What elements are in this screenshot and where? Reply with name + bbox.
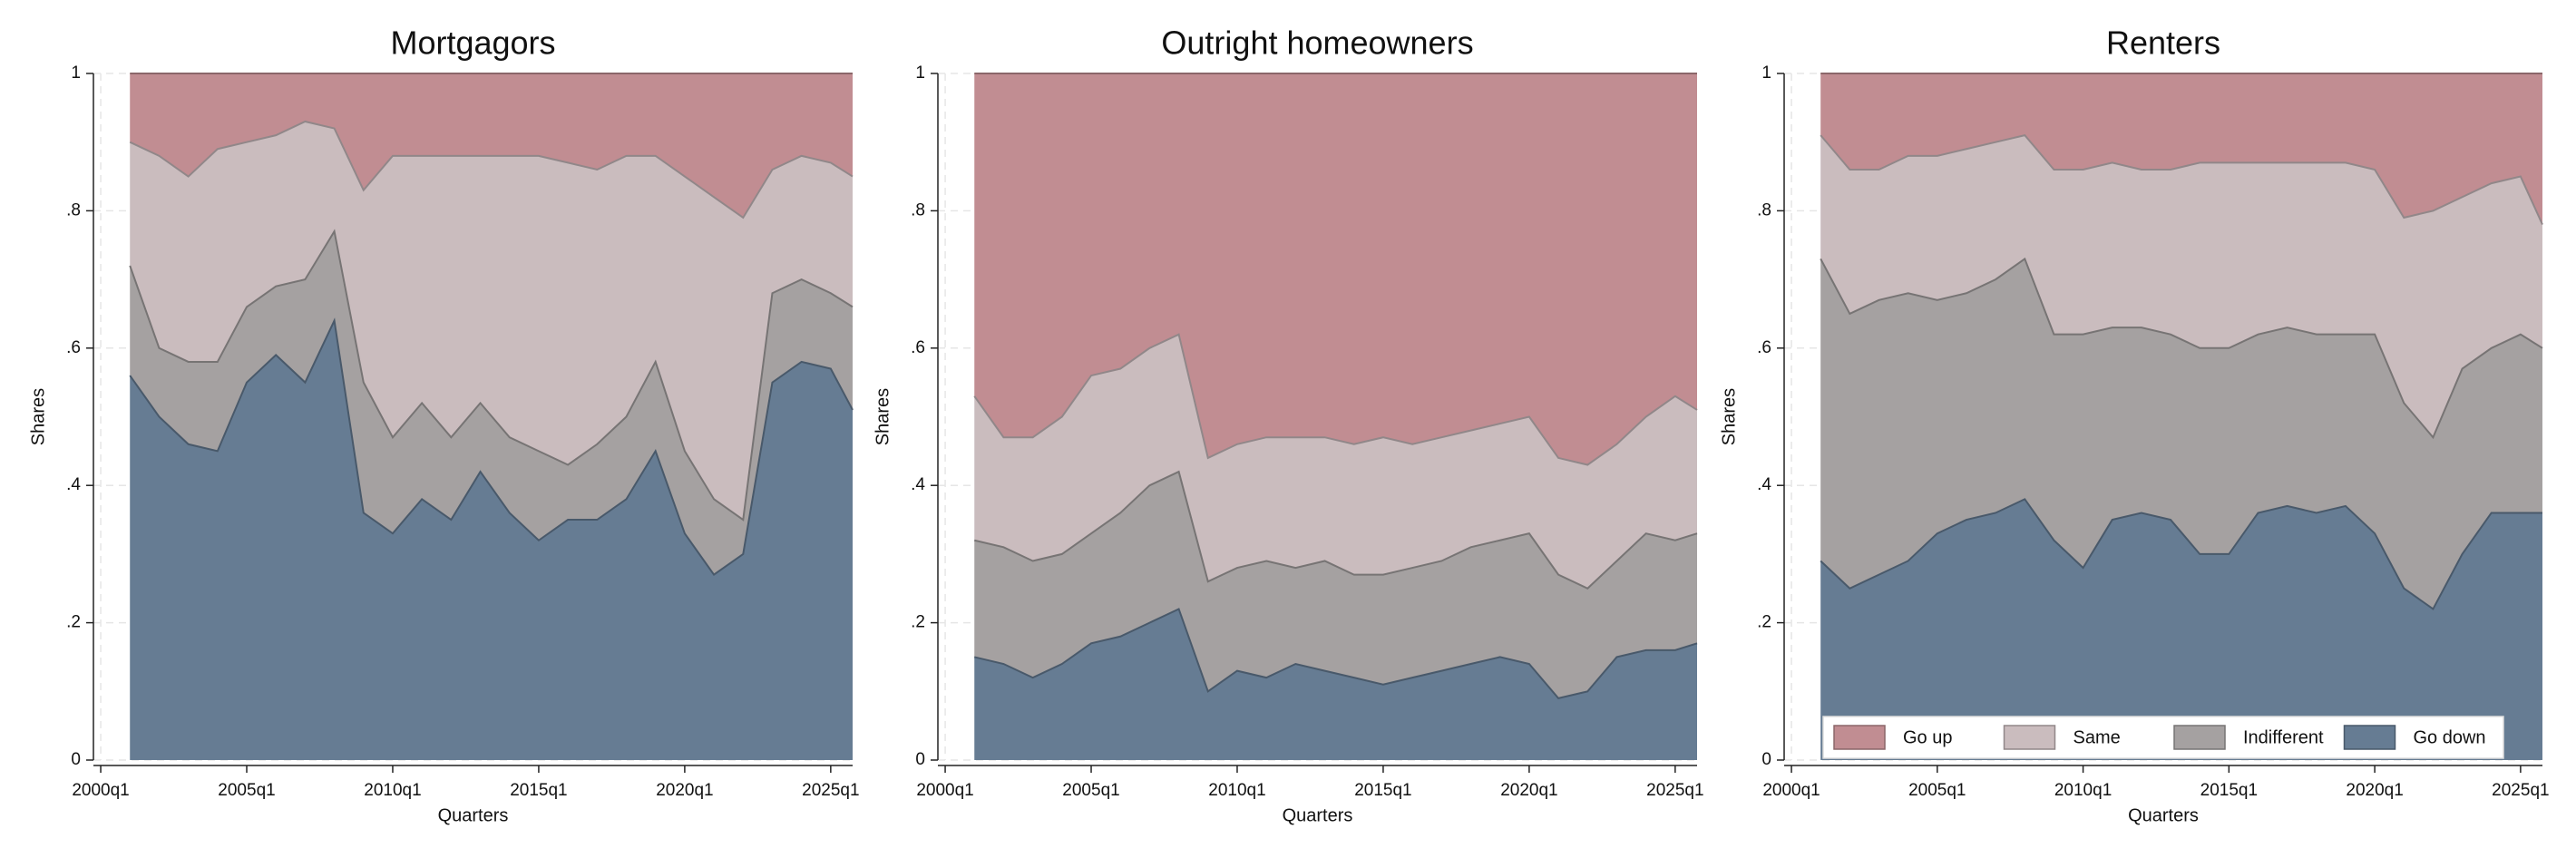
y-axis-title: Shares	[28, 388, 48, 445]
x-tick-label: 2005q1	[1062, 781, 1119, 800]
legend: Go up Same Indifferent Go down	[1822, 716, 2504, 759]
chart-title: Renters	[2106, 24, 2220, 62]
y-tick-label: .4	[1757, 475, 1771, 494]
panel: 0 .2 .4 .6 .8 1 2000q1 2005q1 2010q1 2015q1 2020q1…	[1719, 24, 2549, 826]
y-tick-label: 1	[1761, 63, 1771, 83]
x-tick-label: 2020q1	[2346, 781, 2403, 800]
chart-title: Outright homeowners	[1161, 24, 1473, 62]
area-edge	[129, 229, 854, 522]
y-tick-label: .6	[1757, 338, 1771, 357]
y-tick-label: .2	[911, 613, 925, 632]
legend-label: Same	[2073, 727, 2121, 747]
legend-label: Go down	[2414, 727, 2486, 747]
area	[1820, 258, 2542, 609]
y-tick-label: 0	[1761, 750, 1771, 769]
x-tick-label: 2000q1	[72, 781, 129, 800]
y-tick-label: .8	[66, 200, 81, 219]
area	[974, 73, 1697, 465]
x-tick-label: 2025q1	[802, 781, 859, 800]
x-tick-label: 2010q1	[364, 781, 421, 800]
area	[130, 121, 854, 521]
legend-swatch	[2003, 725, 2056, 750]
area-edge	[974, 470, 1698, 590]
x-tick-label: 2015q1	[2200, 781, 2258, 800]
x-tick-label: 2020q1	[1500, 781, 1557, 800]
y-tick-label: .8	[1757, 200, 1771, 219]
area	[974, 472, 1697, 698]
y-tick-label: .2	[1757, 613, 1771, 632]
y-tick-label: 0	[71, 750, 81, 769]
legend-swatch	[1833, 725, 1886, 750]
legend-label: Indifferent	[2243, 727, 2324, 747]
x-tick-label: 2025q1	[2492, 781, 2549, 800]
y-tick-label: 1	[71, 63, 81, 83]
legend-label: Go up	[1903, 727, 1952, 747]
y-axis-title: Shares	[873, 388, 893, 445]
area-edge	[129, 120, 854, 219]
panel: 0 .2 .4 .6 .8 1 2000q1 2005q1 2010q1 2015q1 2020q1…	[873, 24, 1703, 826]
x-tick-label: 2000q1	[916, 781, 973, 800]
area	[1820, 135, 2542, 438]
x-tick-label: 2015q1	[510, 781, 567, 800]
x-axis-title: Quarters	[1283, 805, 1353, 825]
x-axis-title: Quarters	[438, 805, 509, 825]
y-tick-label: 0	[915, 750, 925, 769]
x-tick-label: 2015q1	[1354, 781, 1411, 800]
area	[974, 609, 1697, 760]
x-tick-label: 2000q1	[1762, 781, 1820, 800]
area	[130, 73, 854, 218]
area	[1820, 499, 2542, 760]
area-edge	[1820, 257, 2543, 440]
area-edge	[1820, 498, 2542, 610]
y-tick-label: 1	[915, 63, 925, 83]
y-tick-label: .2	[66, 613, 81, 632]
y-axis-title: Shares	[1719, 388, 1739, 445]
x-tick-label: 2020q1	[656, 781, 713, 800]
y-tick-label: .4	[66, 475, 81, 494]
panel: 0 .2 .4 .6 .8 1 2000q1 2005q1 2010q1 2015q1 2020q1…	[28, 24, 859, 826]
x-tick-label: 2010q1	[1208, 781, 1265, 800]
x-axis-title: Quarters	[2128, 805, 2199, 825]
y-tick-label: .8	[911, 200, 925, 219]
legend-swatch	[2173, 725, 2226, 750]
area-edge	[974, 608, 1698, 699]
area-edge	[129, 317, 854, 577]
x-tick-label: 2025q1	[1646, 781, 1703, 800]
area	[130, 231, 854, 575]
chart-title: Mortgagors	[390, 24, 555, 62]
x-tick-label: 2005q1	[218, 781, 275, 800]
y-tick-label: .6	[66, 338, 81, 357]
area	[1820, 73, 2542, 225]
legend-swatch	[2343, 725, 2396, 750]
area	[130, 320, 854, 760]
y-tick-label: .6	[911, 338, 925, 357]
area-edge	[973, 333, 1698, 466]
area-edge	[1820, 134, 2543, 225]
y-tick-label: .4	[911, 475, 925, 494]
x-tick-label: 2005q1	[1908, 781, 1966, 800]
area	[974, 334, 1697, 589]
x-tick-label: 2010q1	[2054, 781, 2112, 800]
